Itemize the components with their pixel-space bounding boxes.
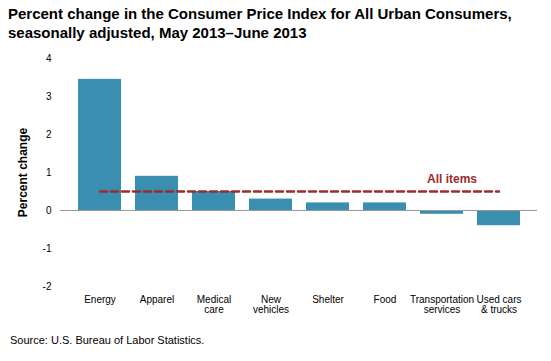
svg-text:Percent change: Percent change [16, 127, 30, 217]
svg-text:Energy: Energy [84, 294, 116, 305]
svg-text:Shelter: Shelter [312, 294, 344, 305]
svg-text:3: 3 [46, 91, 52, 102]
svg-text:Newvehicles: Newvehicles [253, 294, 289, 315]
svg-text:Medicalcare: Medicalcare [197, 294, 231, 315]
svg-text:Apparel: Apparel [140, 294, 174, 305]
svg-text:-2: -2 [43, 281, 52, 292]
svg-text:4: 4 [46, 53, 52, 64]
svg-text:1: 1 [46, 167, 52, 178]
svg-text:Transportationservices: Transportationservices [410, 294, 474, 315]
svg-text:2: 2 [46, 129, 52, 140]
svg-text:All items: All items [427, 172, 477, 186]
svg-text:Food: Food [374, 294, 397, 305]
html-text:Source: U.S. Bureau of Labor S: Source: U.S. Bureau of Labor Statistics. [10, 334, 205, 346]
svg-text:-1: -1 [43, 243, 52, 254]
svg-text:0: 0 [46, 205, 52, 216]
svg-text:Used cars& trucks: Used cars& trucks [476, 294, 521, 315]
html-text:Percent change in the Consumer: Percent change in the Consumer Price Ind… [8, 5, 512, 41]
